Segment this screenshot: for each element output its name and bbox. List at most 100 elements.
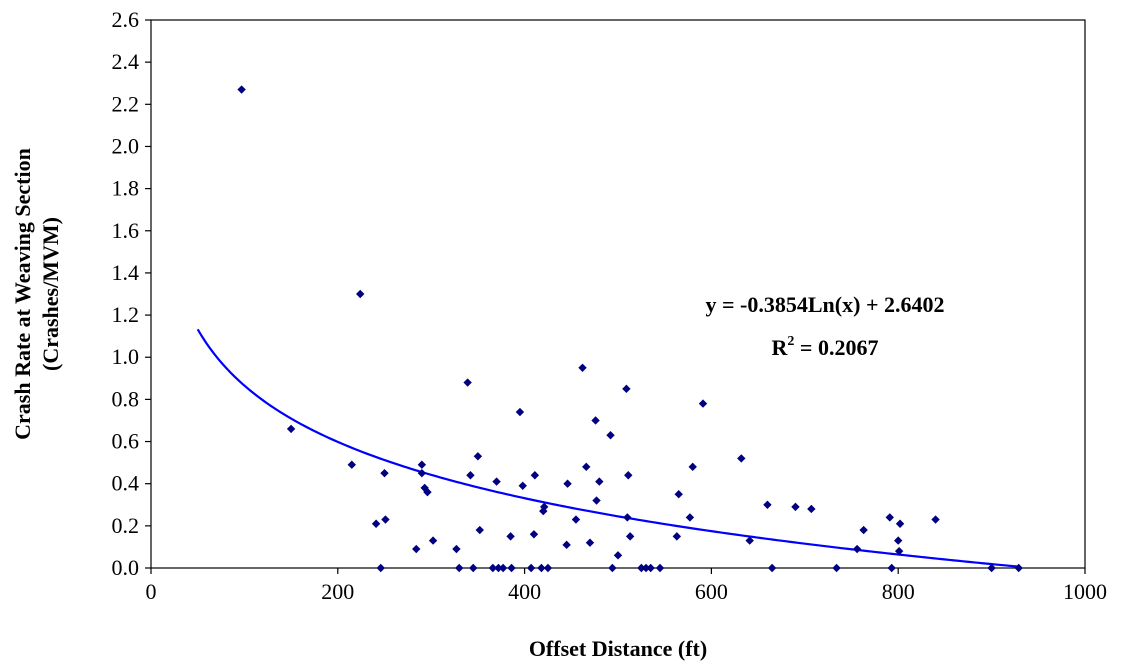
data-point (625, 532, 635, 541)
data-point (606, 431, 615, 440)
data-point (685, 513, 695, 522)
data-point (506, 532, 515, 541)
data-point (452, 544, 461, 554)
data-point (641, 563, 651, 573)
data-point (832, 563, 841, 573)
trendline-r2: R2 = 0.2067 (772, 334, 879, 360)
y-tick-label: 0.8 (112, 386, 140, 411)
x-axis-ticks: 0 200 400 600 800 1000 (146, 568, 1107, 604)
trendline-equation: y = -0.3854Ln(x) + 2.6402 (706, 292, 945, 317)
x-tick-label: 600 (695, 579, 728, 604)
x-tick-label: 200 (321, 579, 354, 604)
data-point (507, 563, 516, 573)
data-point (463, 378, 472, 387)
data-point (473, 452, 483, 461)
data-point (428, 536, 438, 545)
data-point (356, 289, 365, 299)
data-point (537, 563, 546, 573)
data-point (562, 540, 571, 550)
data-point (637, 563, 646, 573)
data-point (237, 85, 246, 94)
data-point (767, 563, 777, 573)
data-point (494, 563, 503, 573)
data-point (585, 538, 595, 547)
y-tick-label: 1.6 (112, 218, 140, 243)
y-tick-label: 1.8 (112, 176, 140, 201)
y-tick-label: 1.0 (112, 344, 140, 369)
y-axis-ticks: 0.0 0.2 0.4 0.6 0.8 1.0 1.2 1.4 1.6 1.8 2.0 2.2 2.4 2… (112, 7, 151, 580)
data-point (475, 525, 484, 535)
data-point (595, 477, 604, 486)
data-point (1014, 563, 1023, 573)
r2-value: = 0.2067 (794, 335, 878, 360)
data-point (608, 563, 617, 573)
data-point (623, 513, 632, 522)
data-points (237, 85, 1023, 573)
data-point (894, 546, 904, 556)
y-tick-label: 1.2 (112, 302, 140, 327)
data-point (286, 424, 296, 434)
data-point (931, 515, 940, 524)
data-point (526, 563, 536, 573)
y-tick-label: 2.6 (112, 7, 140, 32)
y-tick-label: 0.4 (112, 471, 140, 496)
data-point (852, 544, 862, 554)
y-tick-label: 1.4 (112, 260, 140, 285)
data-point (381, 515, 390, 524)
data-point (492, 477, 501, 486)
r2-prefix: R (772, 335, 789, 360)
data-point (518, 481, 527, 490)
data-point (674, 490, 683, 499)
data-point (347, 460, 357, 469)
y-axis-title-line1: Crash Rate at Weaving Section (10, 148, 35, 440)
data-point (885, 513, 894, 522)
y-axis-title: Crash Rate at Weaving Section (Crashes/M… (10, 148, 63, 440)
data-point (376, 563, 385, 573)
data-point (698, 399, 708, 408)
data-point (582, 462, 591, 472)
trendline (196, 328, 1020, 568)
data-point (624, 471, 633, 480)
x-tick-label: 800 (882, 579, 915, 604)
y-tick-label: 2.2 (112, 91, 140, 116)
data-point (529, 530, 539, 539)
data-point (763, 500, 772, 509)
data-point (417, 468, 427, 478)
data-point (578, 363, 587, 372)
x-tick-label: 0 (146, 579, 157, 604)
x-tick-label: 400 (508, 579, 541, 604)
y-tick-label: 2.0 (112, 133, 140, 158)
data-point (737, 454, 746, 463)
data-point (543, 563, 553, 573)
data-point (745, 536, 754, 545)
data-point (622, 384, 631, 394)
data-point (672, 532, 682, 541)
data-point (688, 462, 697, 472)
plot-area (150, 19, 1086, 569)
y-tick-label: 0.2 (112, 513, 140, 538)
data-point (455, 563, 464, 573)
data-point (887, 563, 896, 573)
data-point (498, 563, 508, 573)
y-tick-label: 0.0 (112, 555, 140, 580)
data-point (791, 502, 800, 512)
data-point (515, 407, 525, 417)
data-point (655, 563, 665, 573)
y-tick-label: 2.4 (112, 49, 140, 74)
data-point (540, 502, 549, 512)
data-point (563, 479, 572, 488)
data-point (380, 468, 389, 478)
data-point (423, 487, 432, 497)
data-point (488, 563, 498, 573)
data-point (571, 515, 581, 524)
data-point (894, 536, 903, 545)
data-point (417, 460, 427, 469)
data-point (466, 471, 475, 480)
data-point (646, 563, 655, 573)
data-point (591, 416, 600, 425)
data-point (895, 519, 905, 528)
data-point (987, 563, 996, 573)
y-tick-label: 0.6 (112, 429, 140, 454)
data-point (530, 471, 540, 480)
